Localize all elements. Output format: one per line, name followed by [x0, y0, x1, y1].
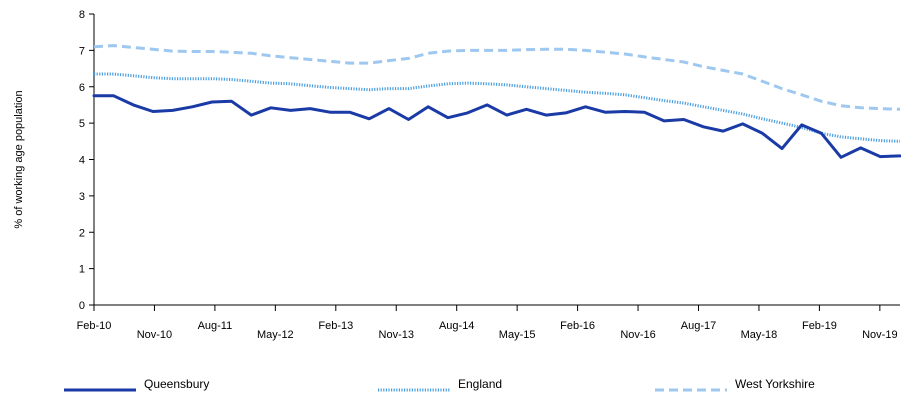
y-tick-label: 6 — [79, 82, 85, 94]
y-tick-label: 4 — [79, 155, 85, 167]
y-axis-title: % of working age population — [13, 90, 25, 228]
y-tick-label: 2 — [79, 227, 85, 239]
x-tick-label: May-15 — [499, 329, 536, 341]
x-tick-label: Nov-10 — [137, 329, 172, 341]
y-tick-label: 8 — [79, 9, 85, 21]
y-tick-label: 0 — [79, 300, 85, 312]
series-line-west-yorkshire — [93, 44, 901, 111]
x-tick-label: Nov-13 — [379, 329, 414, 341]
legend-label-queensbury: Queensbury — [144, 377, 209, 391]
series-line-england — [94, 72, 901, 143]
y-tick-label: 3 — [79, 191, 85, 203]
x-tick-label: Aug-14 — [439, 320, 474, 332]
x-tick-label: Feb-13 — [318, 320, 353, 332]
x-tick-label: Nov-16 — [620, 329, 655, 341]
x-tick-label: May-18 — [741, 329, 778, 341]
x-tick-label: May-12 — [257, 329, 294, 341]
series-line-queensbury — [92, 94, 901, 159]
legend-label-england: England — [458, 377, 502, 391]
x-tick-label: Nov-19 — [862, 329, 897, 341]
x-tick-label: Feb-10 — [77, 320, 112, 332]
y-tick-label: 1 — [79, 264, 85, 276]
y-tick-label: 7 — [79, 45, 85, 57]
x-tick-label: Aug-17 — [681, 320, 716, 332]
legend-label-west-yorkshire: West Yorkshire — [735, 377, 815, 391]
x-tick-label: Aug-11 — [198, 320, 233, 332]
x-tick-label: Feb-19 — [802, 320, 837, 332]
y-tick-label: 5 — [79, 118, 85, 130]
x-tick-label: Feb-16 — [560, 320, 595, 332]
